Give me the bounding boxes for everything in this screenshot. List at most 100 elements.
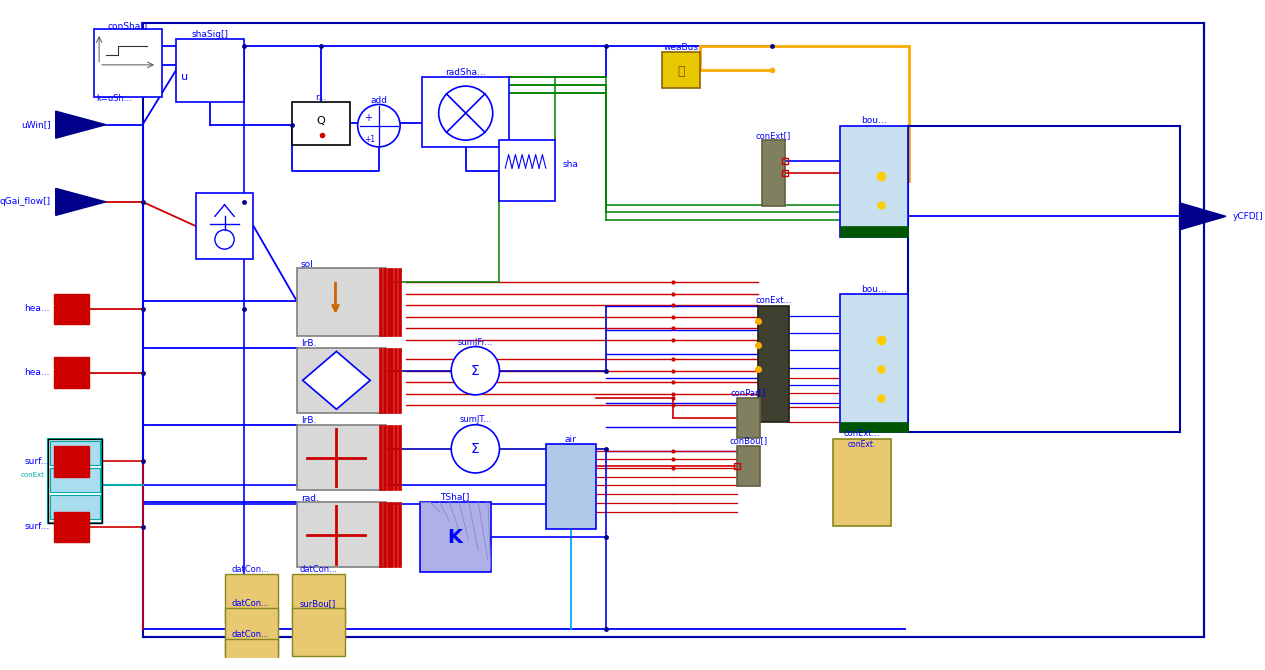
- Text: datCon...: datCon...: [299, 565, 336, 574]
- Bar: [736, 446, 760, 486]
- Bar: [143, 23, 1204, 637]
- Bar: [391, 348, 393, 413]
- Bar: [391, 425, 393, 490]
- Bar: [49, 468, 100, 492]
- Text: bou...: bou...: [861, 285, 887, 294]
- Bar: [49, 495, 100, 519]
- Bar: [224, 574, 277, 622]
- Bar: [387, 425, 390, 490]
- Bar: [500, 140, 555, 201]
- Bar: [176, 39, 244, 102]
- Bar: [383, 425, 386, 490]
- Text: bou...: bou...: [861, 117, 887, 125]
- Bar: [297, 502, 386, 567]
- Bar: [196, 193, 253, 259]
- Polygon shape: [56, 188, 106, 215]
- Circle shape: [452, 425, 500, 473]
- Text: air: air: [565, 435, 577, 444]
- Bar: [395, 502, 397, 567]
- Bar: [398, 502, 401, 567]
- Bar: [662, 52, 700, 88]
- Bar: [380, 269, 382, 336]
- Bar: [297, 348, 386, 413]
- Text: Q: Q: [316, 116, 325, 126]
- Text: weaBus: weaBus: [663, 43, 698, 52]
- Bar: [95, 29, 162, 96]
- Text: Σ: Σ: [471, 442, 479, 456]
- Text: Σ: Σ: [471, 364, 479, 378]
- Bar: [383, 502, 386, 567]
- Bar: [762, 140, 786, 206]
- Text: shaSig[]: shaSig[]: [191, 30, 229, 40]
- Bar: [383, 269, 386, 336]
- Bar: [834, 440, 891, 526]
- Text: sumJFr...: sumJFr...: [458, 338, 493, 347]
- Circle shape: [215, 230, 234, 249]
- Bar: [398, 348, 401, 413]
- Bar: [391, 269, 393, 336]
- Text: sumJT...: sumJT...: [459, 415, 492, 424]
- Bar: [224, 639, 277, 670]
- Text: conPar[]: conPar[]: [731, 389, 765, 397]
- Text: surf...: surf...: [24, 523, 49, 531]
- Text: IrB.: IrB.: [301, 339, 316, 348]
- Bar: [380, 348, 382, 413]
- Bar: [380, 502, 382, 567]
- Bar: [292, 102, 350, 145]
- Text: TSha[]: TSha[]: [440, 492, 469, 502]
- Text: yCFD[]: yCFD[]: [1232, 212, 1264, 221]
- Bar: [387, 348, 390, 413]
- Bar: [423, 78, 509, 147]
- Text: u: u: [181, 72, 188, 82]
- Bar: [395, 269, 397, 336]
- Text: hea...: hea...: [24, 368, 49, 377]
- Bar: [545, 444, 596, 529]
- Text: hea...: hea...: [24, 304, 49, 314]
- Bar: [224, 608, 277, 656]
- Bar: [54, 357, 90, 388]
- Polygon shape: [56, 111, 106, 138]
- Bar: [736, 398, 760, 438]
- Text: datCon...: datCon...: [231, 630, 269, 639]
- Text: conExt...: conExt...: [755, 295, 792, 305]
- Text: ⎓: ⎓: [677, 65, 684, 78]
- Bar: [387, 269, 390, 336]
- Bar: [49, 441, 100, 465]
- Bar: [420, 502, 491, 572]
- Text: surf...: surf...: [24, 457, 49, 466]
- Text: rad.: rad.: [301, 494, 319, 502]
- Text: r...: r...: [315, 93, 326, 103]
- Circle shape: [439, 86, 493, 140]
- Text: conExt[]: conExt[]: [755, 131, 791, 140]
- Text: datCon...: datCon...: [231, 599, 269, 608]
- Text: sol: sol: [301, 260, 314, 269]
- Text: +1: +1: [364, 135, 376, 143]
- Bar: [840, 295, 907, 432]
- Polygon shape: [1179, 203, 1226, 230]
- Text: IrB.: IrB.: [301, 416, 316, 425]
- Text: conExt: conExt: [20, 472, 44, 478]
- Text: conSha[]: conSha[]: [108, 21, 148, 30]
- Text: uWin[]: uWin[]: [22, 120, 51, 129]
- Text: surBou[]: surBou[]: [300, 599, 336, 608]
- Text: sha: sha: [562, 159, 578, 169]
- Text: radSha...: radSha...: [445, 68, 486, 77]
- Text: conBou[]: conBou[]: [730, 437, 768, 446]
- Bar: [54, 446, 90, 477]
- Text: k=uSh...: k=uSh...: [96, 94, 132, 103]
- Text: conExt.: conExt.: [848, 440, 877, 450]
- Bar: [840, 422, 907, 432]
- Circle shape: [358, 105, 400, 147]
- Bar: [380, 425, 382, 490]
- Bar: [840, 226, 907, 237]
- Bar: [395, 348, 397, 413]
- Bar: [297, 269, 386, 336]
- Bar: [54, 293, 90, 324]
- Bar: [398, 425, 401, 490]
- Bar: [297, 425, 386, 490]
- Text: K: K: [448, 528, 463, 547]
- Text: qGai_flow[]: qGai_flow[]: [0, 198, 51, 206]
- Text: conExt...: conExt...: [844, 429, 880, 438]
- Bar: [387, 502, 390, 567]
- Bar: [840, 126, 907, 237]
